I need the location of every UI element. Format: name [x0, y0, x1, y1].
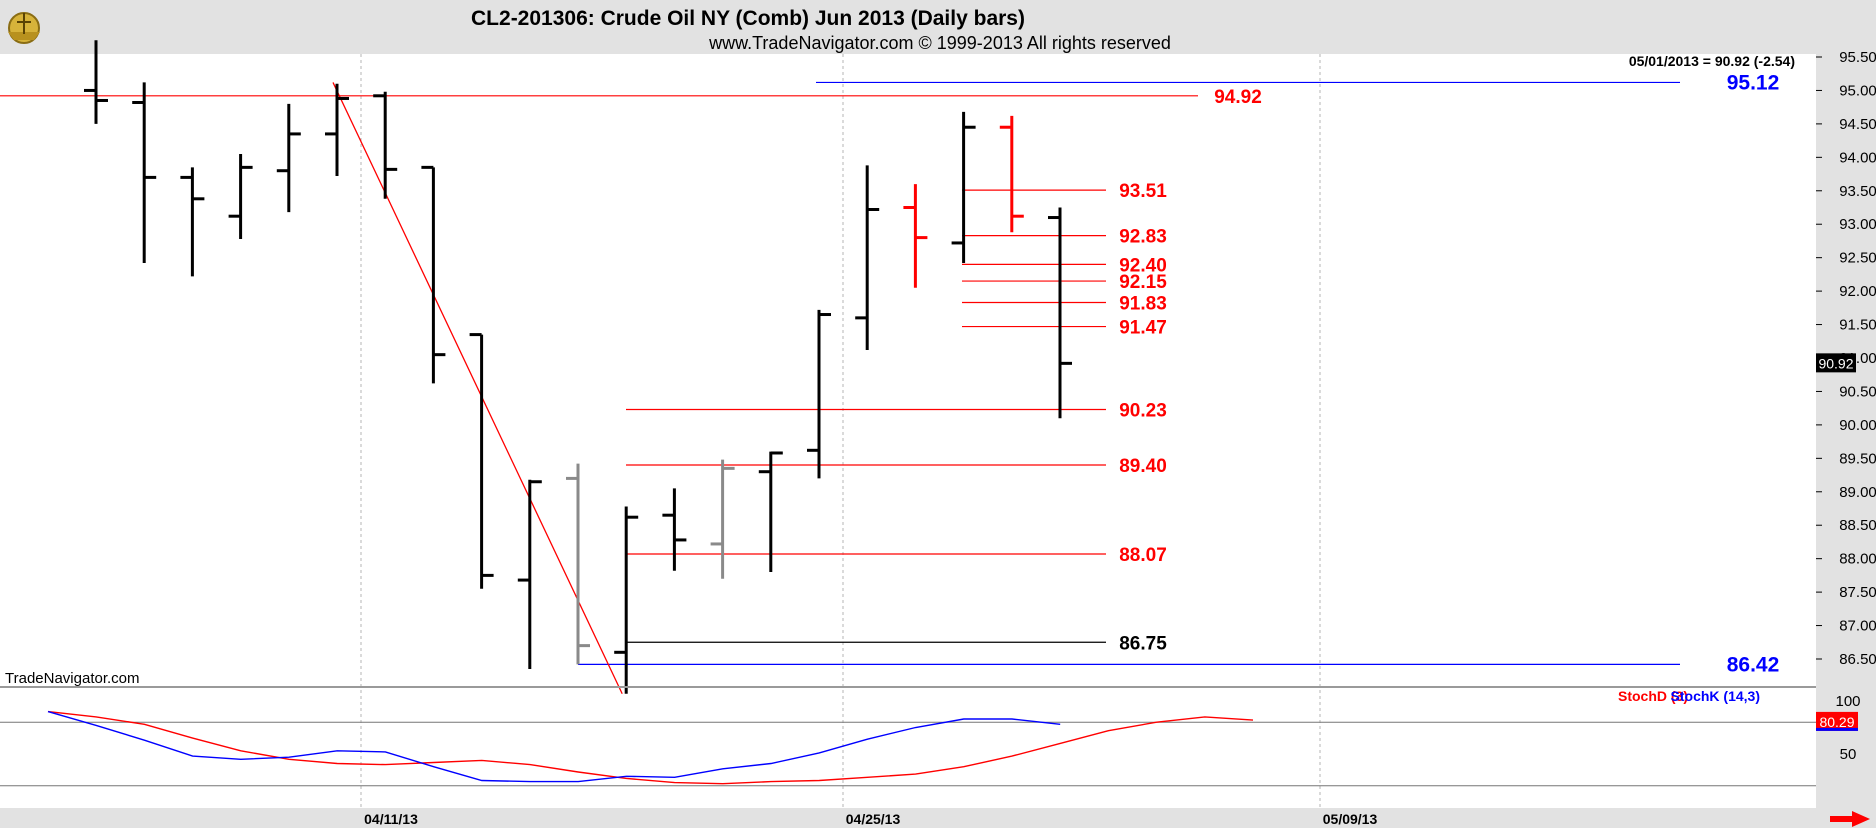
y-tick-label: 88.50	[1839, 517, 1876, 534]
header-band	[0, 0, 1876, 54]
y-tick-label: 87.00	[1839, 618, 1876, 635]
scroll-right-icon[interactable]	[1826, 811, 1870, 827]
level-label: 92.15	[1119, 272, 1167, 293]
y-tick-label: 90.50	[1839, 383, 1876, 400]
level-label: 86.75	[1119, 633, 1167, 654]
level-label: 86.42	[1727, 653, 1780, 676]
last-price-label: 90.92	[1818, 355, 1853, 371]
trendline	[332, 82, 623, 695]
level-label: 90.23	[1119, 401, 1167, 422]
y-tick-label: 91.50	[1839, 317, 1876, 334]
y-tick-label: 92.00	[1839, 283, 1876, 300]
y-tick-label: 94.00	[1839, 149, 1876, 166]
y-tick-label: 93.00	[1839, 216, 1876, 233]
y-axis-band	[1816, 54, 1876, 828]
stoch-value-box-underline	[1816, 727, 1858, 731]
y-tick-label: 90.00	[1839, 417, 1876, 434]
level-label: 92.40	[1119, 255, 1167, 276]
y-tick-label: 95.00	[1839, 82, 1876, 99]
level-label: 95.12	[1727, 71, 1780, 94]
stoch-value-label: 80.29	[1819, 714, 1854, 730]
stoch-line	[47, 710, 1254, 785]
legend-stochk: StochK (14,3)	[1671, 688, 1760, 704]
y-tick-label: 89.50	[1839, 450, 1876, 467]
info-readout: 05/01/2013 = 90.92 (-2.54)	[1629, 53, 1795, 69]
stoch-tick-label: 50	[1840, 746, 1857, 763]
level-label: 94.92	[1214, 87, 1262, 108]
stochastic-panel	[0, 710, 1816, 787]
chart-title: CL2-201306: Crude Oil NY (Comb) Jun 2013…	[471, 7, 1025, 30]
watermark: TradeNavigator.com	[5, 670, 140, 687]
y-tick-label: 93.50	[1839, 183, 1876, 200]
level-label: 93.51	[1119, 181, 1167, 202]
y-tick-label: 95.50	[1839, 49, 1876, 66]
y-tick-label: 86.50	[1839, 651, 1876, 668]
level-label: 88.07	[1119, 545, 1167, 566]
y-tick-label: 89.00	[1839, 484, 1876, 501]
y-tick-label: 87.50	[1839, 584, 1876, 601]
level-label: 91.47	[1119, 318, 1167, 339]
y-tick-label: 92.50	[1839, 250, 1876, 267]
grid-layer	[360, 54, 1321, 808]
level-label: 89.40	[1119, 456, 1167, 477]
x-tick-label: 04/11/13	[364, 811, 418, 827]
level-label: 92.83	[1119, 227, 1167, 248]
price-bars	[84, 40, 1072, 694]
x-axis-band	[0, 808, 1816, 828]
x-tick-label: 05/09/13	[1323, 811, 1378, 827]
level-label: 91.83	[1119, 293, 1167, 314]
y-tick-label: 94.50	[1839, 116, 1876, 133]
legend-stochd: StochD (3)	[1618, 688, 1688, 704]
stoch-tick-label: 100	[1835, 693, 1860, 710]
logo-icon	[8, 12, 40, 44]
y-tick-label: 88.00	[1839, 551, 1876, 568]
stoch-value-box	[1816, 711, 1858, 731]
axis-labels: 04/11/13 04/25/13 05/09/13 95.50 95.00 94.50 9…	[364, 49, 1876, 827]
chart-subtitle: www.TradeNavigator.com © 1999-2013 All r…	[708, 33, 1171, 53]
stoch-line	[47, 710, 1061, 783]
x-tick-label: 04/25/13	[846, 811, 901, 827]
last-price-box	[1816, 353, 1856, 373]
